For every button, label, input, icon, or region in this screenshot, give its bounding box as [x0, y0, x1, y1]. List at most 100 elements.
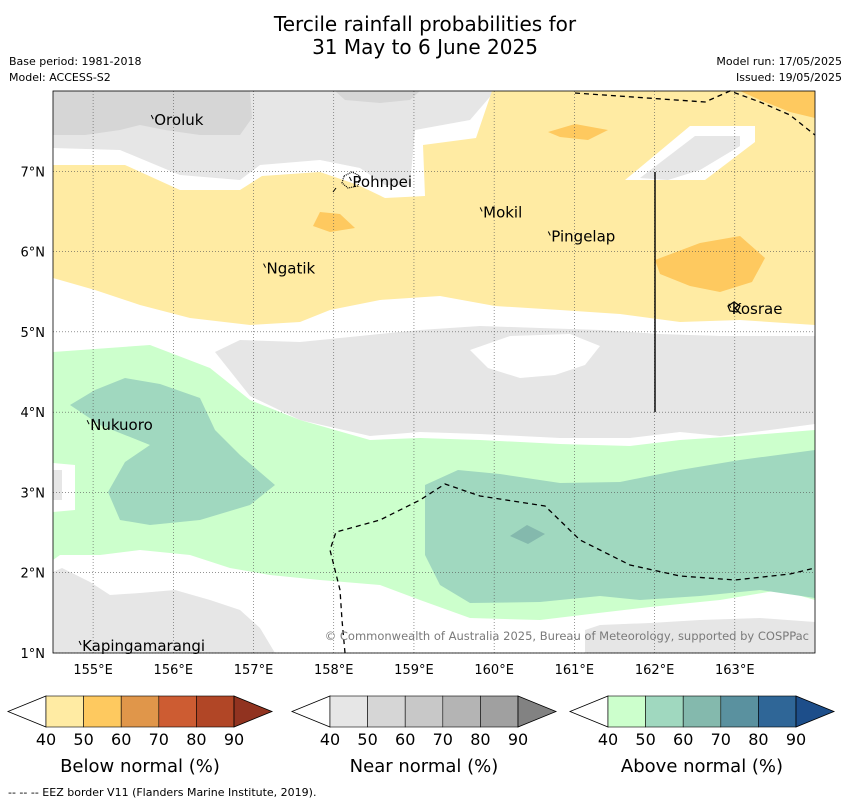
colorbar-segment: [480, 695, 519, 728]
colorbar-tick-label: 40: [598, 730, 618, 749]
place-marker-icon: [348, 176, 352, 182]
colorbar-tick-label: 80: [748, 730, 768, 749]
eez-border-north: [574, 90, 816, 136]
title-line-2: 31 May to 6 June 2025: [312, 35, 538, 59]
place-label-pohnpei: Pohnpei: [352, 173, 412, 191]
colorbar-tick-label: 50: [357, 730, 377, 749]
place-label-kosrae: Kosrae: [732, 300, 783, 318]
place-label-mokil: Mokil: [483, 203, 522, 221]
colorbar-tick-label: 60: [395, 730, 415, 749]
place-labels: Oroluk Pohnpei Mokil Pingelap Ngatik Kosrae Nu…: [78, 111, 783, 655]
lat-tick-label: 5°N: [21, 326, 46, 341]
place-marker-icon: [86, 419, 90, 425]
colorbar-segment: [45, 695, 84, 728]
pohnpei-reef-icon: [332, 187, 337, 193]
colorbar-segment: [83, 695, 122, 728]
below-normal-50-a: [313, 212, 355, 232]
place-label-oroluk: Oroluk: [154, 111, 203, 129]
colorbar-tick-label: 40: [36, 730, 56, 749]
lon-tick-label: 155°E: [73, 663, 113, 678]
place-marker-icon: [78, 640, 82, 646]
colorbar-segment: [196, 695, 235, 728]
colorbar-tick-label: 50: [635, 730, 655, 749]
near-normal-middle-hole: [470, 334, 600, 378]
colorbar-title: Below normal (%): [60, 756, 220, 777]
colorbar-segment: [645, 695, 684, 728]
colorbar-tick-label: 40: [320, 730, 340, 749]
axis-ticks: 155°E 156°E 157°E 158°E 159°E 160°E 161°E 162°E…: [21, 165, 755, 678]
above-normal-60: [510, 525, 545, 544]
issued-text: Issued: 19/05/2025: [735, 71, 842, 84]
colorbar-segment: [329, 695, 368, 728]
eez-border: [329, 90, 816, 654]
colorbar-tick-label: 90: [508, 730, 528, 749]
meta-right: Model run: 17/05/2025 Issued: 19/05/2025: [716, 54, 842, 86]
credit-text: © Commonwealth of Australia 2025, Bureau…: [325, 629, 809, 643]
lon-tick-label: 159°E: [394, 663, 434, 678]
colorbar-segment: [158, 695, 197, 728]
below-normal-50-d: [740, 91, 815, 118]
colorbar-segment: [720, 695, 759, 728]
below-normal-50-b: [548, 124, 608, 140]
above-normal-50-east: [425, 450, 815, 603]
colorbar-tick-label: 90: [786, 730, 806, 749]
colorbar-tick-label: 90: [224, 730, 244, 749]
colorbar-extend-high: [233, 695, 274, 728]
colorbar-extend-high: [795, 695, 836, 728]
pohnpei-island-icon: [341, 171, 361, 189]
lon-tick-label: 160°E: [474, 663, 514, 678]
kosrae-island-icon: [727, 301, 741, 313]
lat-tick-label: 7°N: [21, 165, 46, 180]
probability-fields: [53, 91, 815, 653]
colorbar-title: Above normal (%): [621, 756, 783, 777]
colorbar-segment: [758, 695, 797, 728]
lat-tick-label: 3°N: [21, 486, 46, 501]
base-period-text: Base period: 1981-2018: [9, 55, 142, 68]
near-normal-region-middle: [215, 326, 815, 438]
colorbar-tick-label: 70: [711, 730, 731, 749]
colorbar-near: 40 50 60 70 80 90 Near normal (%): [290, 695, 558, 777]
near-normal-region-north-50: [53, 91, 252, 135]
graticule: [53, 91, 815, 654]
place-marker-icon: [150, 114, 154, 120]
colorbar-segment: [607, 695, 646, 728]
model-text: Model: ACCESS-S2: [9, 71, 111, 84]
colorbar-extend-low: [6, 695, 47, 728]
colorbar-segment: [404, 695, 444, 728]
near-normal-region-south-west: [53, 568, 275, 653]
lon-tick-label: 156°E: [154, 663, 194, 678]
colorbar-tick-label: 80: [186, 730, 206, 749]
lon-tick-label: 163°E: [715, 663, 755, 678]
colorbar-segment: [442, 695, 481, 728]
colorbar-tick-label: 80: [470, 730, 490, 749]
colorbar-title: Near normal (%): [350, 756, 499, 777]
colorbar-tick-label: 50: [73, 730, 93, 749]
colorbar-tick-label: 60: [673, 730, 693, 749]
eez-footnote: -- -- -- EEZ border V11 (Flanders Marine…: [8, 786, 317, 799]
lat-tick-label: 6°N: [21, 246, 46, 261]
chart-title: Tercile rainfall probabilities for 31 Ma…: [0, 13, 850, 59]
colorbar-segment: [120, 695, 160, 728]
colorbar-extend-low: [290, 695, 331, 728]
place-marker-icon: [547, 231, 551, 236]
place-label-nukuoro: Nukuoro: [90, 416, 153, 434]
lat-tick-label: 1°N: [21, 647, 46, 662]
colorbar-extend-high: [517, 695, 558, 728]
meta-left: Base period: 1981-2018 Model: ACCESS-S2: [9, 54, 141, 86]
place-marker-icon: [479, 207, 483, 212]
colorbar-tick-label: 70: [433, 730, 453, 749]
near-normal-notch-west: [53, 470, 62, 500]
near-normal-inset-ne-inner: [640, 136, 740, 180]
below-normal-region: [53, 91, 815, 325]
colorbar-tick-label: 70: [149, 730, 169, 749]
above-normal-50-west: [70, 378, 275, 525]
near-normal-region-south-east: [585, 618, 815, 653]
lon-tick-label: 162°E: [635, 663, 675, 678]
map-frame: [52, 90, 816, 654]
place-marker-icon: [263, 263, 267, 268]
model-run-text: Model run: 17/05/2025: [716, 55, 842, 68]
